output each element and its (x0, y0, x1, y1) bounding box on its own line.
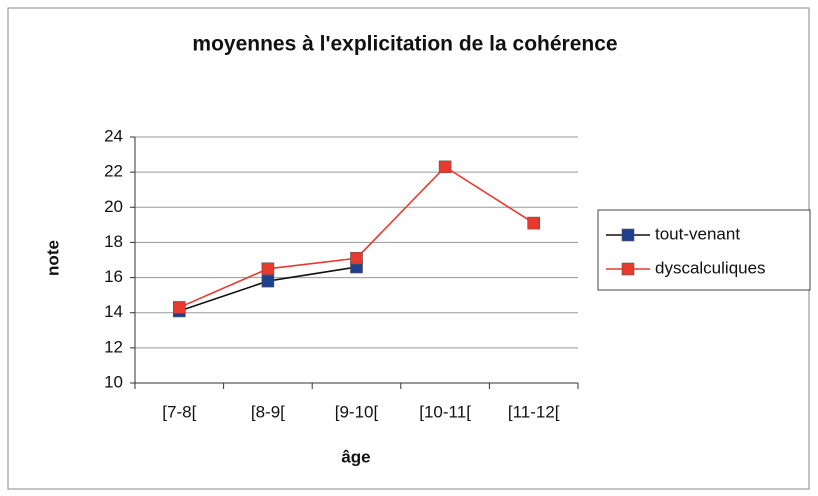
x-axis-label: âge (341, 447, 370, 466)
data-point (527, 216, 541, 230)
y-tick-label: 12 (104, 337, 123, 356)
x-tick-label: [11-12[ (508, 402, 560, 421)
data-point (261, 262, 275, 276)
y-tick-label: 18 (104, 232, 123, 251)
x-tick-label: [10-11[ (419, 402, 471, 421)
legend-label: dyscalculiques (655, 258, 766, 277)
legend-box (597, 209, 811, 291)
data-point (350, 251, 363, 265)
x-tick-label: [8-9[ (251, 402, 285, 421)
legend-marker (621, 228, 635, 242)
y-tick-label: 24 (104, 126, 123, 145)
x-tick-label: [9-10[ (335, 402, 379, 421)
data-point (261, 274, 275, 288)
y-tick-label: 22 (104, 162, 123, 181)
y-tick-label: 10 (104, 372, 123, 391)
y-axis-label: note (43, 240, 62, 276)
chart-title: moyennes à l'explicitation de la cohéren… (192, 33, 617, 56)
legend-label: tout-venant (655, 224, 740, 243)
y-tick-label: 16 (104, 267, 123, 286)
data-point (438, 160, 452, 174)
legend-marker (621, 262, 635, 276)
y-tick-label: 20 (104, 197, 123, 216)
data-point (173, 301, 186, 314)
x-tick-label: [7-8[ (162, 402, 196, 421)
y-tick-label: 14 (104, 302, 123, 321)
